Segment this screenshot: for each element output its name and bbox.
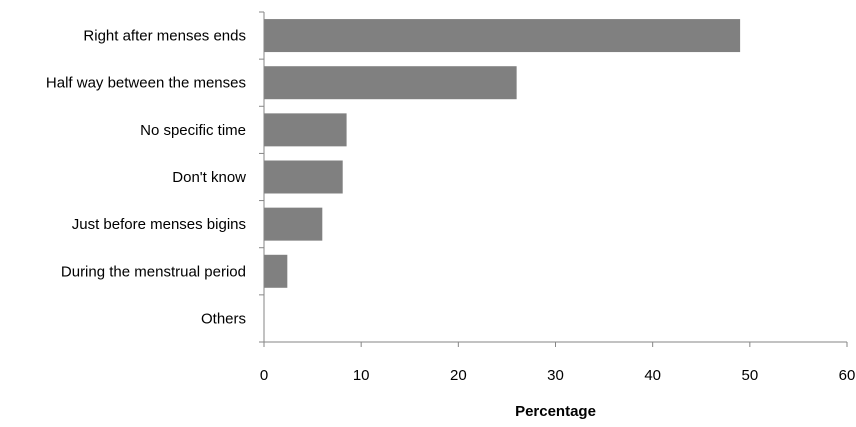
category-label-3: Don't know [172, 169, 246, 186]
x-tick-label-2: 20 [450, 367, 467, 384]
bar-5 [264, 254, 288, 288]
category-label-6: Others [201, 310, 246, 327]
x-tick-label-5: 50 [741, 367, 758, 384]
bar-3 [264, 160, 343, 194]
bar-4 [264, 207, 323, 241]
x-axis-ticks [263, 342, 848, 347]
bar-2 [264, 113, 347, 147]
category-labels: Right after menses ends Half way between … [46, 28, 246, 328]
bar-0 [264, 19, 741, 53]
x-tick-label-6: 60 [839, 367, 856, 384]
category-label-5: During the menstrual period [61, 263, 246, 280]
x-tick-label-4: 40 [644, 367, 661, 384]
x-tick-label-1: 10 [353, 367, 370, 384]
category-label-0: Right after menses ends [83, 28, 246, 45]
bars-group [264, 19, 741, 288]
x-tick-labels: 0 10 20 30 40 50 60 [260, 367, 856, 384]
bar-1 [264, 66, 517, 100]
x-tick-label-3: 30 [547, 367, 564, 384]
x-tick-label-0: 0 [260, 367, 268, 384]
category-label-4: Just before menses bigins [72, 216, 246, 233]
y-axis-ticks [259, 11, 264, 343]
category-label-1: Half way between the menses [46, 75, 246, 92]
x-axis-title: Percentage [515, 403, 596, 420]
category-label-2: No specific time [140, 122, 246, 139]
